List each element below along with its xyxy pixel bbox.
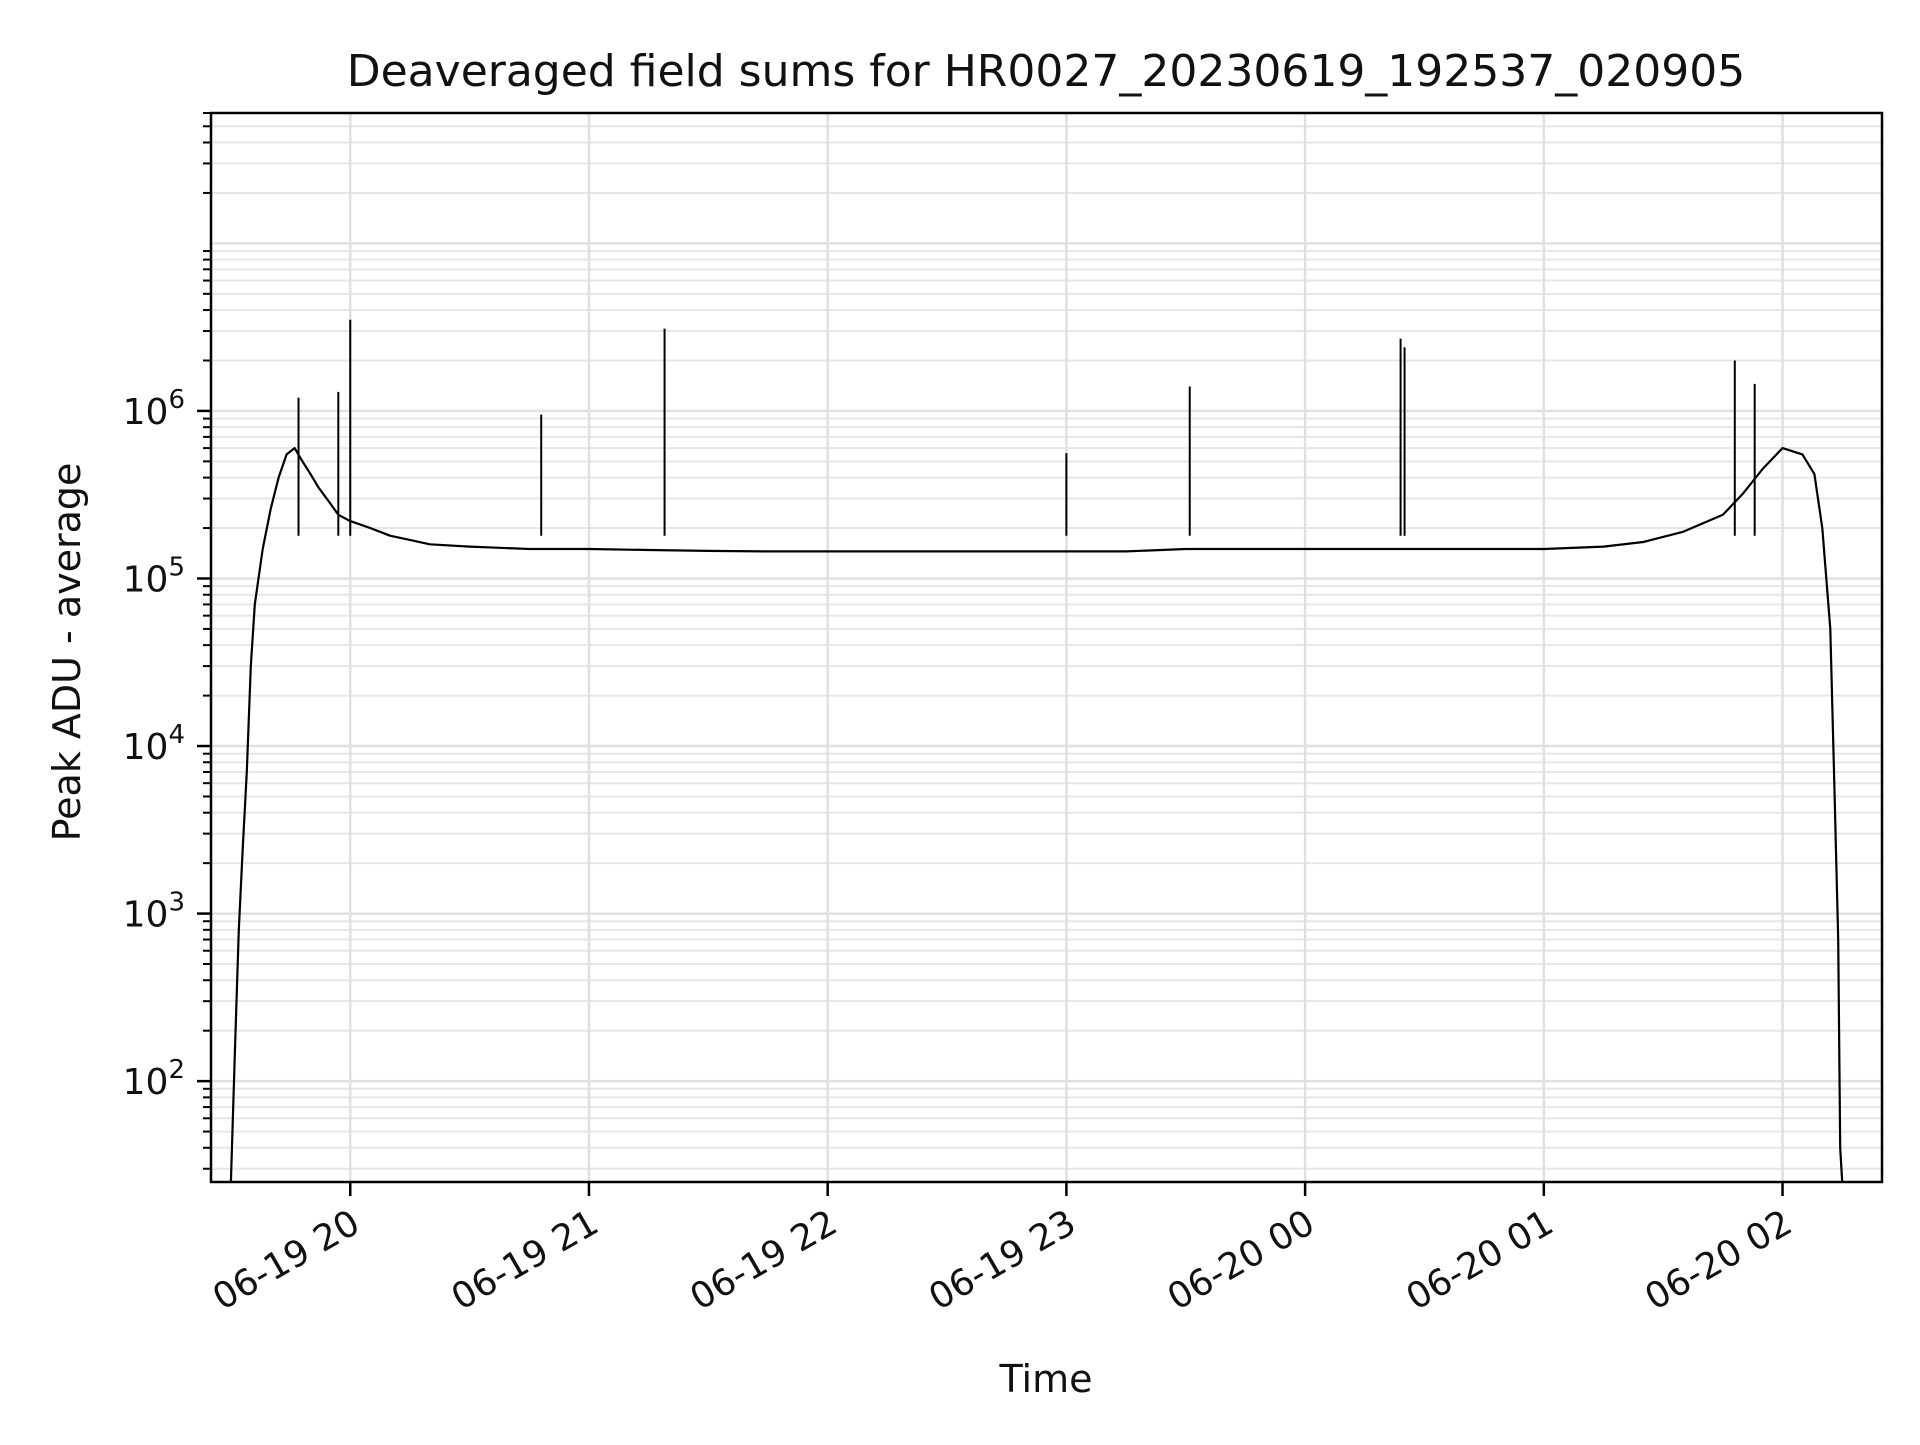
plot-frame [209,111,1884,1184]
y-tick-base: 10 [123,559,169,600]
y-tick-label: 102 [123,1055,185,1103]
chart-title: Deaveraged field sums for HR0027_2023061… [347,46,1746,97]
y-tick-label: 104 [123,720,185,768]
x-axis-label: Time [999,1357,1093,1401]
y-axis-label: Peak ADU - average [45,463,89,842]
y-tick-label: 103 [123,888,185,936]
y-tick-exponent: 3 [168,888,185,918]
grid-lines [211,112,1882,1182]
y-tick-base: 10 [123,895,169,936]
spikes-group [297,319,1756,536]
y-tick-label: 105 [123,552,185,600]
y-tick-exponent: 4 [168,720,185,750]
series-group [229,447,1844,1183]
y-tick-exponent: 5 [168,552,185,582]
y-tick-exponent: 2 [168,1055,185,1085]
y-tick-base: 10 [123,1062,169,1103]
y-tick-label: 106 [123,385,185,433]
series-line [229,447,1844,1183]
y-tick-base: 10 [123,727,169,768]
y-tick-exponent: 6 [168,385,185,415]
y-tick-base: 10 [123,392,169,433]
